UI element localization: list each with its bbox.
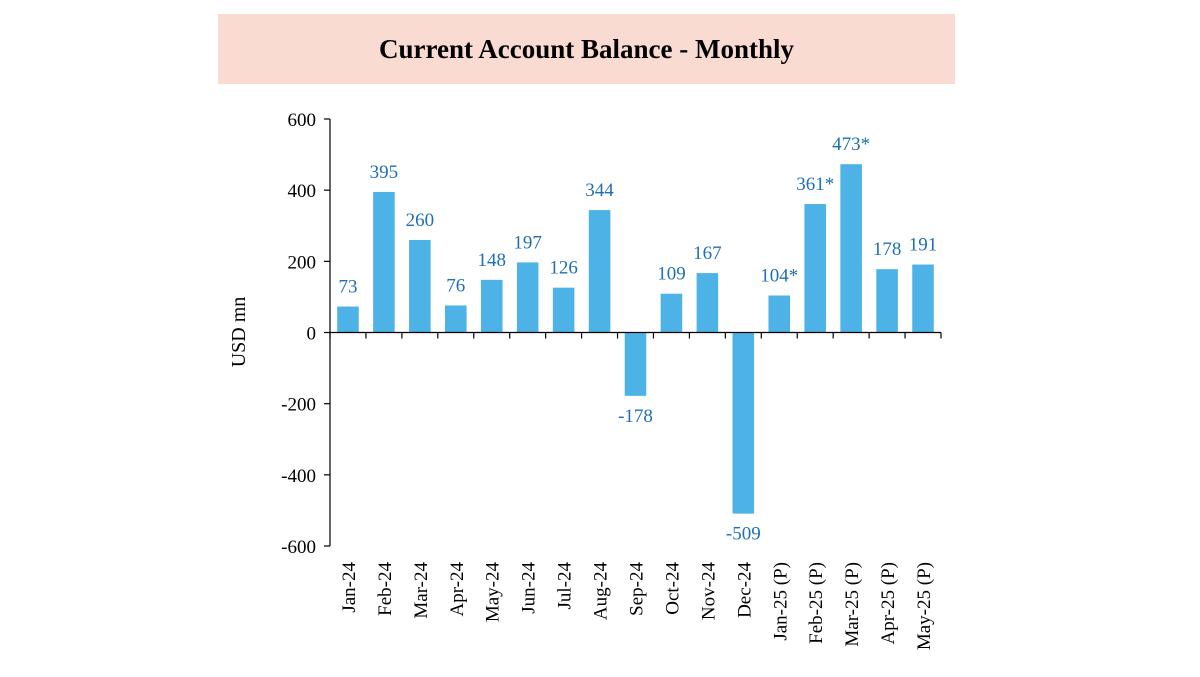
data-label: 76 xyxy=(446,275,465,296)
chart-title-box: Current Account Balance - Monthly xyxy=(218,14,955,84)
y-tick-label: -600 xyxy=(281,537,316,558)
data-label: 197 xyxy=(513,232,542,253)
data-label: 191 xyxy=(909,235,938,256)
y-tick-label: -200 xyxy=(281,395,316,416)
data-label: 473* xyxy=(832,134,870,155)
data-label: -509 xyxy=(726,524,761,545)
x-tick-label: Jul-24 xyxy=(555,562,576,610)
bar-sep-24 xyxy=(624,332,647,396)
y-tick-label: 400 xyxy=(288,181,317,202)
bar-mar-25-p xyxy=(840,164,862,333)
data-label: 104* xyxy=(760,265,798,286)
data-labels: 73 395 260 76 148 197 126 344 -178 109 167 -509 104*… xyxy=(338,134,937,544)
bar-feb-24 xyxy=(373,191,395,333)
bar-oct-24 xyxy=(660,293,683,333)
bar-jul-24 xyxy=(552,287,575,333)
bar-may-25-p xyxy=(912,264,934,333)
y-tick-label: -400 xyxy=(281,466,316,487)
data-label: 126 xyxy=(549,258,578,279)
data-label: 73 xyxy=(338,277,357,298)
x-tick-label: Mar-24 xyxy=(411,562,432,619)
bar-nov-24 xyxy=(696,273,719,333)
x-tick-label: Apr-25 (P) xyxy=(878,562,899,644)
bars-group xyxy=(337,164,934,514)
x-tick-label: Jan-25 (P) xyxy=(770,562,791,641)
y-tick-label: 0 xyxy=(307,324,317,345)
bar-apr-24 xyxy=(445,305,467,333)
bar-aug-24 xyxy=(588,210,611,333)
bar-jan-25-p xyxy=(768,295,791,333)
data-label: 178 xyxy=(873,239,902,260)
x-tick-label: Feb-25 (P) xyxy=(806,562,827,644)
x-tick-label: Feb-24 xyxy=(375,561,396,615)
y-axis-title: USD mn xyxy=(228,297,250,368)
bar-mar-24 xyxy=(409,239,431,333)
data-label: -178 xyxy=(618,406,653,427)
x-tick-label: Jun-24 xyxy=(519,562,540,614)
x-tick-label: Jan-24 xyxy=(339,562,360,613)
chart-title: Current Account Balance - Monthly xyxy=(379,33,794,64)
y-tick-labels: 600 400 200 0 -200 -400 -600 xyxy=(281,110,316,558)
y-tick-label: 600 xyxy=(288,110,317,131)
x-tick-labels: Jan-24 Feb-24 Mar-24 Apr-24 May-24 Jun-24 Jul-… xyxy=(339,561,935,650)
y-tick-label: 200 xyxy=(288,252,317,273)
x-tick-label: Apr-24 xyxy=(447,562,468,617)
data-label: 167 xyxy=(693,243,722,264)
x-tick-label: Oct-24 xyxy=(662,562,683,615)
bar-jun-24 xyxy=(516,262,539,333)
x-tick-label: Mar-25 (P) xyxy=(842,562,863,647)
bar-feb-25-p xyxy=(804,204,826,333)
bar-jan-24 xyxy=(337,306,359,333)
data-label: 260 xyxy=(406,210,435,231)
bar-dec-24 xyxy=(732,332,755,514)
data-label: 109 xyxy=(657,264,686,285)
x-tick-label: May-24 xyxy=(483,562,504,623)
bar-apr-25-p xyxy=(876,269,898,333)
x-tick-label: Sep-24 xyxy=(627,562,648,616)
x-tick-label: Nov-24 xyxy=(698,562,719,621)
data-label: 395 xyxy=(370,162,399,183)
axes-group xyxy=(324,118,942,547)
x-tick-label: Aug-24 xyxy=(591,562,612,621)
x-tick-label: May-25 (P) xyxy=(914,562,935,650)
x-tick-label: Dec-24 xyxy=(734,562,755,618)
bar-may-24 xyxy=(480,279,503,333)
data-label: 148 xyxy=(477,250,506,271)
data-label: 361* xyxy=(796,174,834,195)
data-label: 344 xyxy=(585,180,614,201)
